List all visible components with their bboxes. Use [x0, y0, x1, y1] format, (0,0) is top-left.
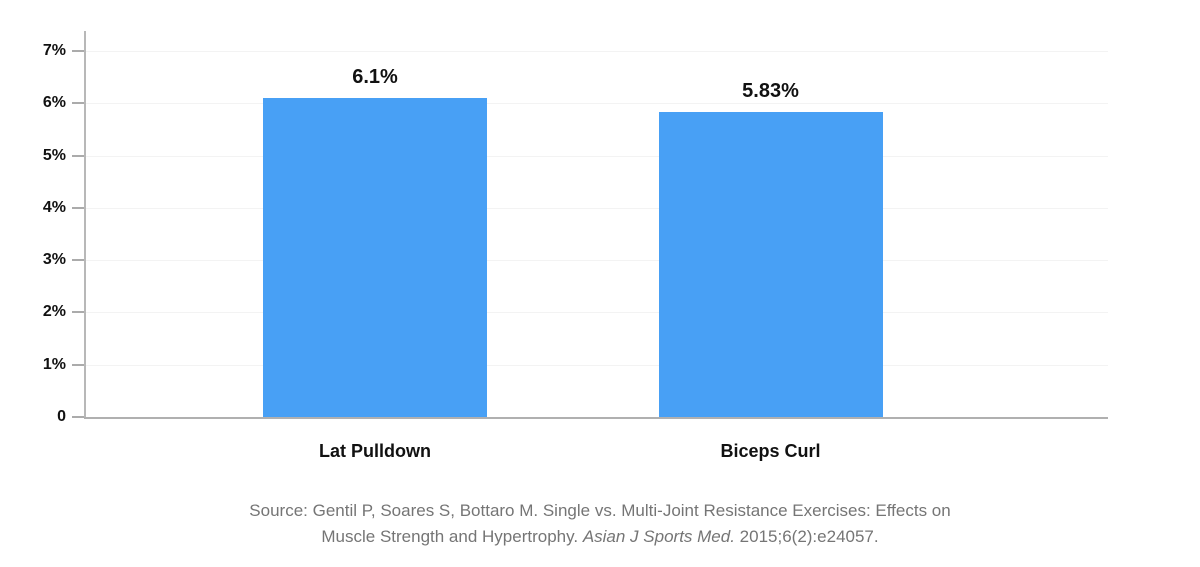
gridline-1%: [86, 364, 1108, 366]
source-line-1: Source: Gentil P, Soares S, Bottaro M. S…: [249, 501, 951, 520]
y-tick-2%: [72, 311, 84, 314]
value-label-lat-pulldown: 6.1%: [352, 66, 398, 88]
y-tick-label-6%: 6%: [42, 94, 66, 112]
category-label-biceps-curl: Biceps Curl: [720, 441, 821, 461]
y-tick-4%: [72, 206, 84, 209]
y-tick-label-1%: 1%: [42, 355, 66, 373]
bar-biceps-curl: [658, 112, 883, 417]
y-tick-label-0: 0: [57, 408, 66, 425]
source-citation: Source: Gentil P, Soares S, Bottaro M. S…: [0, 498, 1200, 550]
gridline-4%: [86, 207, 1108, 209]
source-line-2-pre: Muscle Strength and Hypertrophy.: [321, 527, 583, 546]
value-label-biceps-curl: 5.83%: [742, 80, 799, 102]
y-tick-label-3%: 3%: [42, 251, 66, 269]
gridline-3%: [86, 260, 1108, 262]
y-tick-3%: [72, 259, 84, 262]
y-tick-label-2%: 2%: [42, 303, 66, 321]
y-tick-5%: [72, 154, 84, 157]
category-label-lat-pulldown: Lat Pulldown: [319, 441, 431, 461]
y-axis-line: [84, 31, 86, 419]
y-tick-1%: [72, 363, 84, 366]
x-axis-line: [84, 417, 1108, 419]
source-line-2-post: 2015;6(2):e24057.: [734, 527, 879, 546]
source-line-2: Muscle Strength and Hypertrophy. Asian J…: [0, 524, 1200, 550]
y-tick-6%: [72, 102, 84, 105]
y-tick-label-5%: 5%: [42, 146, 66, 164]
y-tick-7%: [72, 49, 84, 52]
y-tick-label-4%: 4%: [42, 198, 66, 216]
y-tick-0: [72, 416, 84, 418]
gridline-5%: [86, 155, 1108, 157]
source-journal-name: Asian J Sports Med.: [582, 527, 735, 546]
gridline-2%: [86, 312, 1108, 314]
y-tick-label-7%: 7%: [42, 41, 66, 59]
bar-lat-pulldown: [263, 98, 487, 417]
gridline-7%: [86, 50, 1108, 52]
gridline-6%: [86, 103, 1108, 105]
